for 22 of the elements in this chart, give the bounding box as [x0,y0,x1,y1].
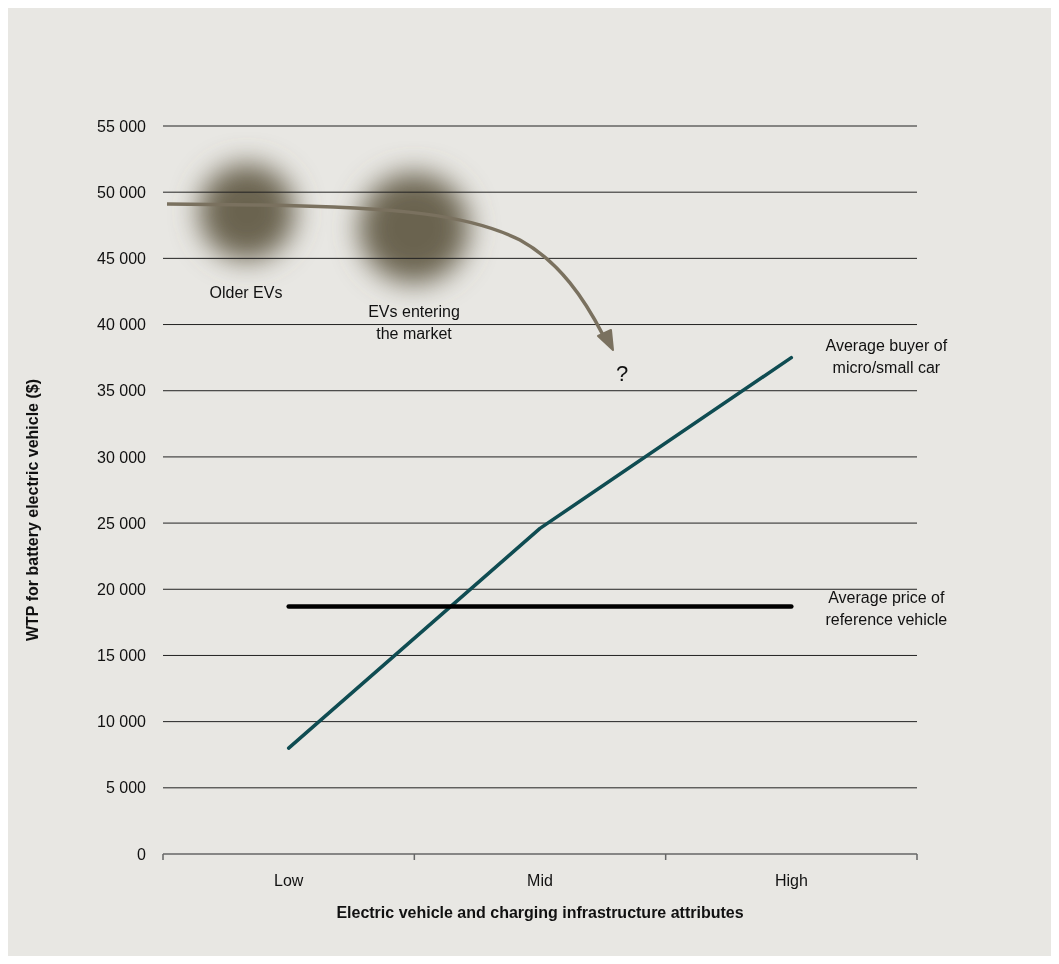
y-tick-label: 20 000 [97,580,147,598]
x-tick-label: Low [273,872,304,889]
annotation: EVs entering the market [368,303,460,342]
y-tick-label: 50 000 [97,183,147,201]
text: Average price of reference vehicle [825,589,948,629]
y-tick-label: 15 000 [97,647,147,665]
y-axis-title: WTP for battery electric vehicle ($) [24,378,41,642]
annotation: ? [615,361,629,386]
y-tick-label: 25 000 [97,514,147,532]
text: Average buyer of micro/small car [825,336,948,376]
y-tick-label: 40 000 [97,316,147,334]
y-tick-label: 5 000 [105,779,147,797]
annotation: Older EVs [209,284,283,301]
y-tick-label: 35 000 [97,382,147,400]
x-axis-title: Electric vehicle and charging infrastructure attributes [336,904,744,921]
y-tick-label: 30 000 [97,448,147,466]
x-tick-label: High [774,872,808,889]
y-tick-label: 10 000 [97,713,147,731]
y-tick-label: 45 000 [97,249,147,267]
x-tick-label: Mid [527,872,553,889]
y-tick-label: 55 000 [97,117,147,135]
y-tick-label: 0 [137,845,147,863]
